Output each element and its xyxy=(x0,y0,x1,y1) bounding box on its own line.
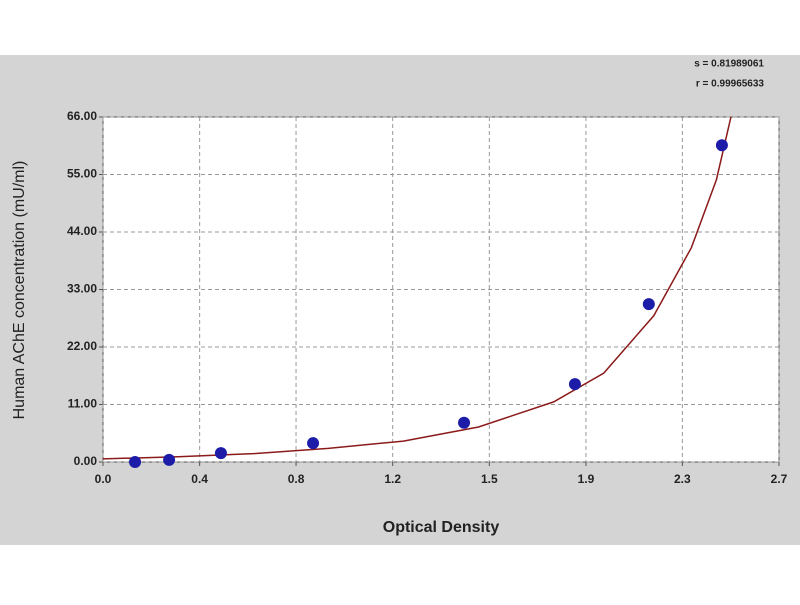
x-tick-label: 2.3 xyxy=(674,472,691,486)
y-tick-label: 66.00 xyxy=(67,109,97,123)
data-point xyxy=(458,416,471,429)
data-point xyxy=(214,447,227,460)
y-tick-label: 33.00 xyxy=(67,282,97,296)
x-tick-label: 1.2 xyxy=(384,472,401,486)
x-tick-label: 0.4 xyxy=(191,472,208,486)
y-tick-label: 44.00 xyxy=(67,224,97,238)
data-point xyxy=(163,453,176,466)
x-axis-label: Optical Density xyxy=(383,519,500,536)
annotation: s = 0.81989061 xyxy=(694,59,764,70)
y-tick-label: 22.00 xyxy=(67,339,97,353)
y-tick-label: 55.00 xyxy=(67,167,97,181)
data-point xyxy=(307,437,320,450)
y-tick-label: 0.00 xyxy=(74,454,98,468)
y-tick-label: 11.00 xyxy=(68,397,98,411)
data-point xyxy=(568,378,581,391)
x-tick-label: 1.9 xyxy=(578,472,595,486)
x-tick-label: 1.5 xyxy=(481,472,498,486)
x-tick-label: 2.7 xyxy=(771,472,788,486)
annotation: r = 0.99965633 xyxy=(696,79,765,90)
data-point xyxy=(715,139,728,152)
x-tick-label: 0.8 xyxy=(288,472,305,486)
data-point xyxy=(642,298,655,311)
x-tick-label: 0.0 xyxy=(95,472,112,486)
data-point xyxy=(129,456,142,468)
fit-curve xyxy=(102,116,732,460)
y-axis-label: Human AChE concentration (mU/ml) xyxy=(11,161,28,420)
